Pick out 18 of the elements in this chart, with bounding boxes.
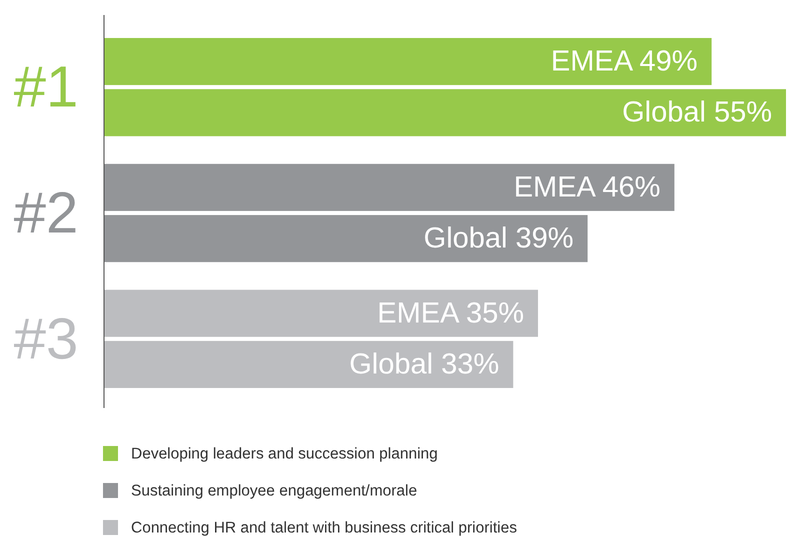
text: Developing leaders and succession planning [131, 446, 438, 462]
text: EMEA [514, 171, 594, 204]
y-tick-label: #3 [14, 306, 78, 372]
text: EMEA [550, 46, 632, 78]
data-label: 33% [441, 348, 500, 380]
text: Global [349, 348, 434, 380]
y-tick-label: #2 [14, 180, 78, 246]
data-label: 49% [640, 46, 698, 78]
text: Global [424, 222, 508, 255]
text: Sustaining employee engagement/morale [131, 482, 418, 500]
series-label: Global [622, 96, 714, 129]
data-label: 35% [466, 297, 524, 330]
y-tick-label: #1 [14, 54, 78, 120]
data-label: 46% [602, 171, 660, 204]
data-label: 39% [516, 222, 574, 255]
text: Connecting HR and talent with business critical priorities [131, 520, 518, 536]
series-label: EMEA [377, 297, 466, 330]
data-label: 55% [714, 96, 772, 129]
